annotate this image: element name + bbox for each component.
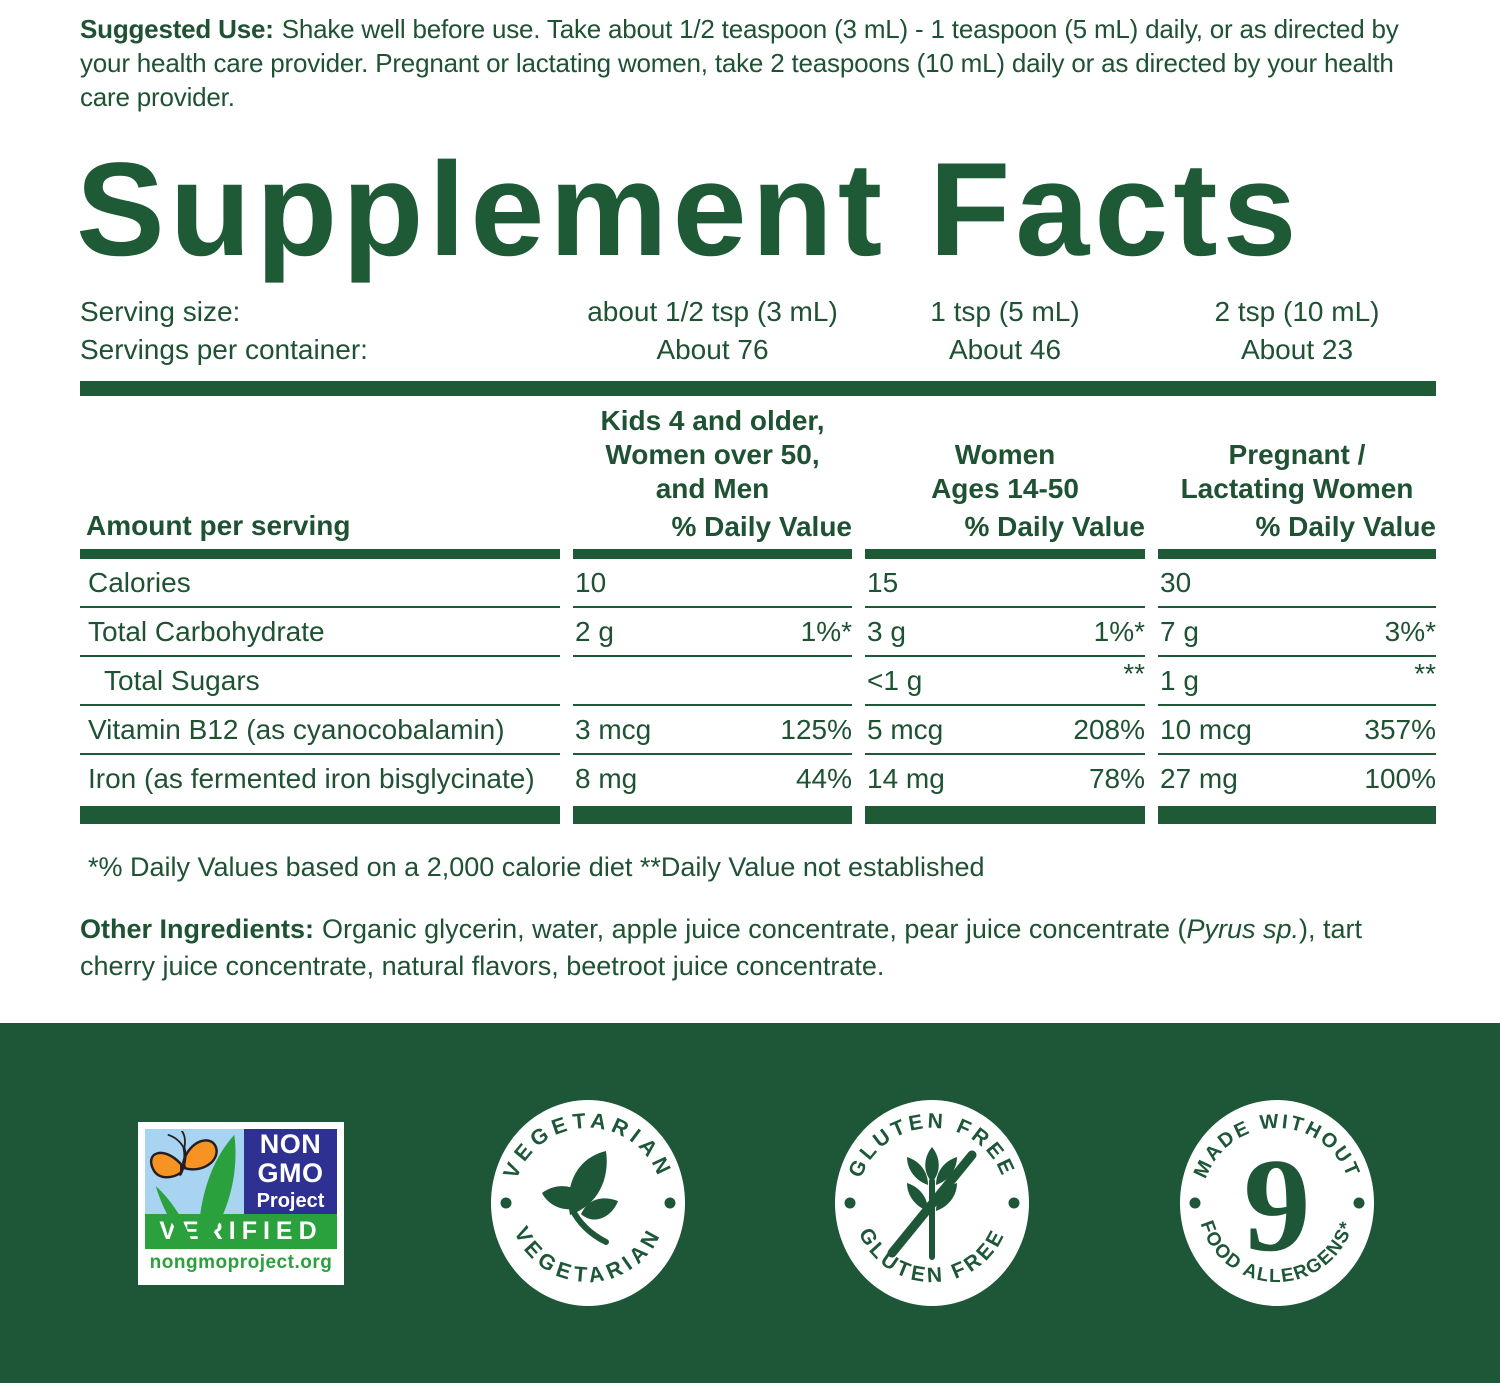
daily-value-footnote: *% Daily Values based on a 2,000 calorie… (88, 852, 985, 882)
right-dot (664, 1197, 676, 1209)
non-gmo-badge: NON GMO Project VERIFIED nongmoproject.o… (138, 1121, 344, 1285)
daily-value-header: % Daily Value (671, 511, 852, 542)
daily-value: 1%* (800, 616, 852, 647)
daily-value: ** (1414, 658, 1436, 689)
nutrient-label: Iron (as fermented iron bisglycinate) (88, 763, 535, 794)
non-gmo-url: nongmoproject.org (149, 1251, 333, 1273)
checkmark-icon (198, 1134, 236, 1245)
amount-value: 15 (867, 567, 899, 598)
amount-value: 10 (575, 567, 607, 598)
nutrient-label: Vitamin B12 (as cyanocobalamin) (80, 706, 560, 755)
table-row: Iron (as fermented iron bisglycinate) 8 … (80, 755, 1436, 802)
left-dot (500, 1197, 512, 1209)
amount-value: 2 g (575, 616, 614, 647)
butterfly-icon (149, 1130, 218, 1178)
table-row: Total Carbohydrate 2 g 1%* 3 g 1%* 7 g 3%* (80, 608, 1436, 657)
table-header: Amount per serving Kids 4 and older, Wom… (80, 404, 1436, 543)
daily-value: 1%* (1093, 616, 1145, 647)
serving-size-value: 1 tsp (5 mL) (930, 296, 1080, 327)
amount-per-serving-header: Amount per serving (86, 510, 351, 541)
amount-value: 1 g (1160, 665, 1199, 696)
servings-count: About 76 (656, 334, 769, 365)
other-ingredients: Other Ingredients: Organic glycerin, wate… (80, 914, 1363, 981)
left-dot (1189, 1197, 1201, 1209)
right-dot (1008, 1197, 1020, 1209)
wheat-icon (887, 1147, 977, 1260)
amount-value: 10 mcg (1160, 714, 1252, 745)
servings-count: About 23 (1240, 334, 1354, 365)
right-dot (1353, 1197, 1365, 1209)
amount-value: 27 mg (1160, 763, 1238, 794)
servings-count: About 46 (948, 334, 1062, 365)
daily-value: 78% (1088, 763, 1145, 794)
nutrient-label: Total Sugars (80, 657, 560, 706)
nine-numeral: 9 (1243, 1131, 1310, 1279)
allergen-free-badge: MADE WITHOUT FOOD ALLERGENS* 9 (1179, 1100, 1374, 1306)
serving-size-row: Serving size: about 1/2 tsp (3 mL) 1 tsp… (80, 293, 1436, 331)
nutrient-label: Total Carbohydrate (80, 608, 560, 657)
latin-name: Pyrus sp. (1186, 914, 1300, 944)
table-row: Total Sugars <1 g ** 1 g ** (80, 657, 1436, 706)
slash-line (887, 1150, 977, 1258)
certification-band: NON GMO Project VERIFIED nongmoproject.o… (0, 1023, 1500, 1383)
amount-value: 30 (1160, 567, 1192, 598)
suggested-use-text: Shake well before use. Take about 1/2 te… (80, 14, 1399, 112)
daily-value: 100% (1364, 763, 1436, 794)
daily-value: 3%* (1384, 616, 1436, 647)
serving-size-value: 2 tsp (10 mL) (1214, 296, 1380, 327)
vegetarian-badge: VEGETARIAN VEGETARIAN (490, 1100, 685, 1306)
non-gmo-blue-panel: NON GMO Project (244, 1128, 337, 1214)
left-dot (844, 1197, 856, 1209)
checkmark-butterfly-icon (149, 1130, 236, 1245)
table-bottom-bars (80, 806, 1436, 824)
table-row: Vitamin B12 (as cyanocobalamin) 3 mcg 125… (80, 706, 1436, 755)
amount-value: 3 g (867, 616, 906, 647)
daily-value: ** (1123, 658, 1145, 689)
suggested-use-label: Suggested Use: (80, 14, 274, 44)
header-underline (80, 549, 1436, 559)
daily-value: 125% (780, 714, 852, 745)
daily-value: 44% (795, 763, 852, 794)
divider-bar-thick (80, 381, 1436, 396)
amount-value: 14 mg (867, 763, 945, 794)
group-header-kids-men: Kids 4 and older, Women over 50, and Men (600, 405, 825, 504)
gluten-free-badge: GLUTEN FREE GLUTEN FREE (835, 1100, 1030, 1306)
daily-value: 208% (1073, 714, 1145, 745)
suggested-use: Suggested Use: Shake well before use. Tak… (80, 12, 1436, 114)
amount-value: 7 g (1160, 616, 1199, 647)
amount-value: 3 mcg (575, 714, 652, 745)
serving-size-value: about 1/2 tsp (3 mL) (587, 296, 838, 327)
leaf-icon (541, 1151, 618, 1245)
amount-value: <1 g (867, 665, 923, 696)
servings-per-container-row: Servings per container: About 76 About 4… (80, 331, 1436, 369)
daily-value: 357% (1364, 714, 1436, 745)
other-ingredients-label: Other Ingredients: (80, 914, 315, 944)
daily-value-header: % Daily Value (964, 511, 1145, 542)
page-title: Supplement Facts (76, 136, 1302, 284)
amount-value: 5 mcg (867, 714, 944, 745)
serving-size-label: Serving size: (80, 296, 241, 327)
servings-per-container-label: Servings per container: (80, 334, 368, 365)
nutrient-label: Calories (80, 559, 560, 608)
table-row: Calories 10 15 30 (80, 559, 1436, 608)
daily-value-header: % Daily Value (1255, 511, 1436, 542)
amount-value: 8 mg (575, 763, 638, 794)
group-header-pregnant: Pregnant / Lactating Women (1180, 439, 1414, 504)
label-content: Suggested Use: Shake well before use. Tak… (76, 12, 1436, 981)
group-header-women: Women Ages 14-50 (931, 439, 1079, 504)
